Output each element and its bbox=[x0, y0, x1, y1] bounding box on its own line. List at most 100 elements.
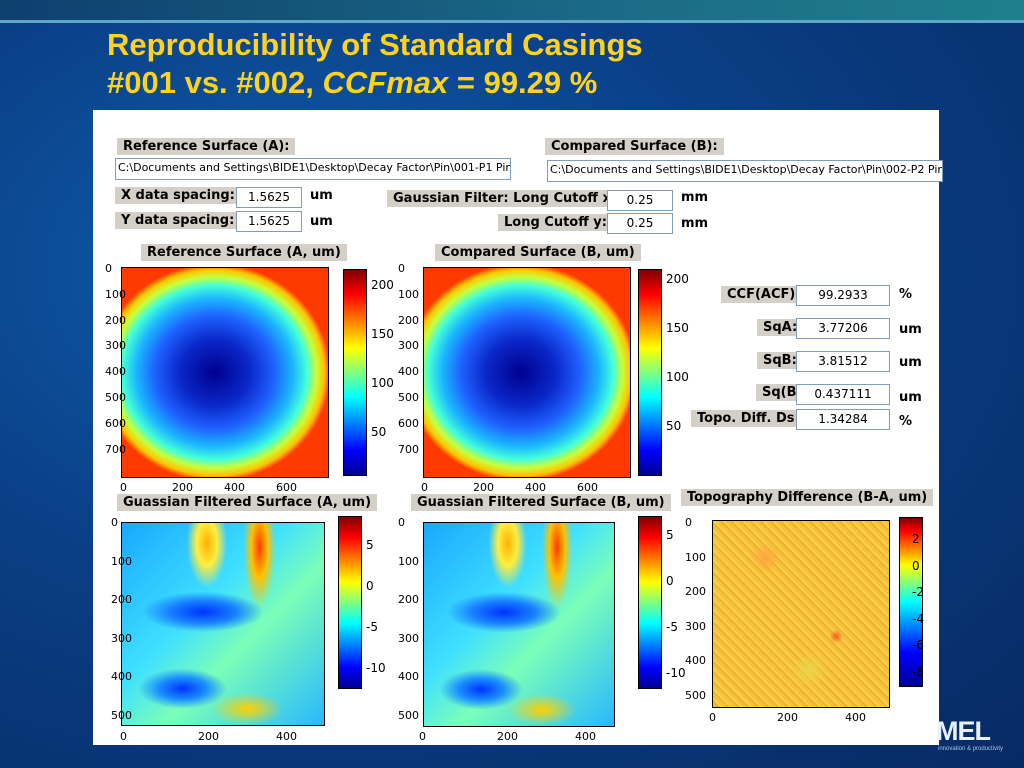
x-tick-label: 400 bbox=[276, 730, 297, 743]
y-tick-label: 700 bbox=[398, 442, 419, 456]
x-tick-label: 200 bbox=[777, 711, 798, 724]
y-tick-label: 100 bbox=[105, 287, 126, 301]
colorbar-tick-label: 5 bbox=[666, 528, 674, 542]
colorbar-tick-label: -4 bbox=[912, 611, 924, 626]
gfb-surface-image[interactable] bbox=[423, 522, 615, 727]
topo-value[interactable]: 1.34284 bbox=[796, 409, 890, 430]
cmp-surface-label: Compared Surface (B): bbox=[545, 138, 724, 155]
x-tick-label: 0 bbox=[419, 730, 426, 743]
y-spacing-label: Y data spacing: bbox=[115, 212, 241, 229]
sqa-value[interactable]: 3.77206 bbox=[796, 318, 890, 339]
x-tick-label: 400 bbox=[575, 730, 596, 743]
colorbar-tick-label: 50 bbox=[666, 419, 682, 433]
y-tick-label: 0 bbox=[398, 516, 405, 529]
y-tick-label: 0 bbox=[105, 262, 112, 275]
sqba-value[interactable]: 0.437111 bbox=[796, 384, 890, 405]
gauss-y-input[interactable]: 0.25 bbox=[607, 213, 673, 234]
colorbar-tick-label: -10 bbox=[366, 661, 386, 675]
x-tick-label: 0 bbox=[120, 481, 127, 494]
top-band bbox=[0, 0, 1024, 20]
y-tick-label: 0 bbox=[111, 516, 118, 529]
y-tick-label: 300 bbox=[685, 619, 706, 633]
y-tick-label: 500 bbox=[685, 689, 706, 702]
topo-label: Topo. Diff. Ds: bbox=[691, 410, 806, 427]
cmp-colorbar bbox=[638, 269, 662, 476]
ref-colorbar bbox=[343, 269, 367, 476]
sqa-label: SqA: bbox=[757, 319, 804, 336]
x-tick-label: 200 bbox=[198, 730, 219, 743]
y-tick-label: 300 bbox=[105, 339, 126, 353]
y-tick-label: 100 bbox=[398, 554, 419, 568]
y-tick-label: 600 bbox=[398, 416, 419, 430]
x-tick-label: 200 bbox=[473, 481, 494, 494]
gfb-plot-title: Guassian Filtered Surface (B, um) bbox=[411, 494, 671, 511]
ccf-label: CCF(ACF): bbox=[721, 286, 807, 303]
y-tick-label: 500 bbox=[398, 391, 419, 404]
cmp-path-field[interactable]: C:\Documents and Settings\BIDE1\Desktop\… bbox=[547, 160, 943, 182]
y-tick-label: 200 bbox=[398, 593, 419, 606]
y-tick-label: 300 bbox=[398, 631, 419, 645]
y-tick-label: 0 bbox=[685, 516, 692, 529]
colorbar-tick-label: 5 bbox=[366, 538, 374, 552]
y-tick-label: 100 bbox=[111, 554, 132, 568]
colorbar-tick-label: -10 bbox=[666, 666, 686, 680]
y-tick-label: 700 bbox=[105, 442, 126, 456]
x-tick-label: 200 bbox=[172, 481, 193, 494]
ref-surface-image[interactable] bbox=[121, 267, 329, 478]
cmp-surface-image[interactable] bbox=[423, 267, 631, 478]
y-tick-label: 600 bbox=[105, 416, 126, 430]
gfb-colorbar bbox=[638, 516, 662, 689]
y-tick-label: 0 bbox=[398, 262, 405, 275]
ref-path-field[interactable]: C:\Documents and Settings\BIDE1\Desktop\… bbox=[115, 158, 511, 180]
y-spacing-unit: um bbox=[310, 214, 333, 229]
y-tick-label: 100 bbox=[398, 287, 419, 301]
gfa-surface-image[interactable] bbox=[121, 522, 325, 726]
sqb-unit: um bbox=[899, 355, 922, 370]
colorbar-tick-label: -6 bbox=[912, 638, 924, 652]
x-tick-label: 400 bbox=[224, 481, 245, 494]
y-tick-label: 400 bbox=[685, 654, 706, 668]
y-tick-label: 400 bbox=[398, 365, 419, 379]
x-spacing-label: X data spacing: bbox=[115, 187, 241, 204]
x-tick-label: 200 bbox=[497, 730, 518, 743]
sqb-value[interactable]: 3.81512 bbox=[796, 351, 890, 372]
colorbar-tick-label: 150 bbox=[371, 327, 394, 341]
x-tick-label: 0 bbox=[709, 711, 716, 724]
slide-title: Reproducibility of Standard Casings #001… bbox=[107, 26, 643, 102]
gfa-colorbar bbox=[338, 516, 362, 689]
colorbar-tick-label: 50 bbox=[371, 425, 387, 439]
mel-logo-tagline: innovation & productivity bbox=[938, 746, 1004, 752]
ref-plot-title: Reference Surface (A, um) bbox=[141, 244, 347, 261]
ccf-value[interactable]: 99.2933 bbox=[796, 285, 890, 306]
gauss-y-unit: mm bbox=[681, 216, 709, 231]
x-tick-label: 0 bbox=[421, 481, 428, 494]
colorbar-tick-label: -8 bbox=[912, 664, 924, 679]
gauss-y-label: Long Cutoff y: bbox=[498, 214, 613, 231]
title-line-1: Reproducibility of Standard Casings bbox=[107, 27, 643, 62]
gauss-x-input[interactable]: 0.25 bbox=[607, 190, 673, 211]
cmp-plot-title: Compared Surface (B, um) bbox=[435, 244, 641, 261]
y-tick-label: 500 bbox=[398, 708, 419, 722]
x-spacing-unit: um bbox=[310, 188, 333, 203]
matlab-gui-panel: Reference Surface (A): C:\Documents and … bbox=[93, 110, 943, 745]
sqb-label: SqB: bbox=[757, 352, 803, 369]
colorbar-tick-label: 0 bbox=[666, 574, 674, 588]
x-tick-label: 600 bbox=[276, 481, 297, 494]
x-tick-label: 400 bbox=[525, 481, 546, 494]
colorbar-tick-label: 100 bbox=[371, 376, 394, 390]
diff-plot-title: Topography Difference (B-A, um) bbox=[681, 489, 934, 506]
y-spacing-input[interactable]: 1.5625 bbox=[236, 211, 302, 232]
colorbar-tick-label: -5 bbox=[366, 620, 378, 634]
diff-colorbar bbox=[899, 517, 923, 687]
y-tick-label: 200 bbox=[398, 313, 419, 327]
colorbar-tick-label: 200 bbox=[666, 272, 689, 286]
colorbar-tick-label: 2 bbox=[912, 532, 920, 546]
x-tick-label: 600 bbox=[577, 481, 598, 494]
colorbar-tick-label: 0 bbox=[366, 579, 374, 593]
colorbar-tick-label: 100 bbox=[666, 370, 689, 384]
diff-surface-image[interactable] bbox=[712, 520, 890, 708]
colorbar-tick-label: 0 bbox=[912, 558, 920, 573]
gfa-plot-title: Guassian Filtered Surface (A, um) bbox=[117, 494, 378, 511]
y-tick-label: 200 bbox=[111, 593, 132, 606]
x-spacing-input[interactable]: 1.5625 bbox=[236, 187, 302, 208]
